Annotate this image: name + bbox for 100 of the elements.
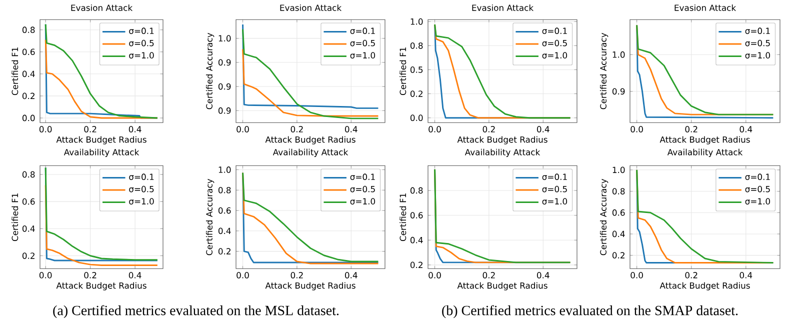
x-tick-label: 0.4 bbox=[740, 126, 752, 133]
y-tick-label: 1.0 bbox=[612, 166, 625, 174]
x-tick-label: 0.0 bbox=[236, 272, 249, 279]
chart-title: Availability Attack bbox=[667, 148, 743, 158]
y-tick-label: 0.2 bbox=[218, 248, 230, 255]
x-axis-title: Attack Budget Radius bbox=[265, 282, 356, 291]
y-tick-label: 0.8 bbox=[22, 171, 35, 178]
y-tick-label: 0.8 bbox=[410, 42, 423, 49]
legend-label: σ=0.1 bbox=[745, 174, 770, 180]
legend-label: σ=0.5 bbox=[129, 186, 154, 192]
x-tick-label: 0.2 bbox=[84, 272, 96, 279]
x-tick-label: 0.2 bbox=[685, 272, 698, 279]
legend-label: σ=0.1 bbox=[745, 28, 770, 34]
x-axis-title: Attack Budget Radius bbox=[265, 136, 356, 145]
y-tick-label: 0.9 bbox=[218, 84, 231, 90]
y-tick-label: 0.9 bbox=[218, 59, 231, 66]
legend-label: σ=0.5 bbox=[745, 186, 770, 192]
chart-title: Evasion Attack bbox=[674, 4, 736, 12]
y-tick-label: 0.4 bbox=[22, 226, 35, 232]
y-tick-label: 0.9 bbox=[612, 88, 625, 95]
x-tick-label: 0.2 bbox=[290, 126, 303, 133]
y-tick-label: 0.4 bbox=[410, 237, 423, 244]
legend-label: σ=1.0 bbox=[350, 198, 376, 205]
legend-label: σ=1.0 bbox=[542, 198, 568, 205]
chart-title: Evasion Attack bbox=[472, 4, 534, 12]
y-tick-label: 0.8 bbox=[410, 187, 423, 194]
legend-label: σ=0.1 bbox=[129, 28, 154, 34]
y-tick-label: 0.6 bbox=[218, 208, 231, 214]
y-axis-title: Certified Accuracy bbox=[600, 33, 608, 110]
x-tick-label: 0.4 bbox=[740, 272, 752, 279]
legend-label: σ=0.1 bbox=[350, 28, 375, 34]
x-tick-label: 0.4 bbox=[536, 126, 550, 133]
legend-label: σ=0.1 bbox=[542, 174, 567, 180]
y-tick-label: 0.0 bbox=[410, 114, 423, 122]
legend-label: σ=0.5 bbox=[350, 186, 375, 192]
y-tick-label: 0.2 bbox=[410, 262, 422, 268]
x-tick-label: 0.2 bbox=[685, 126, 698, 133]
x-tick-label: 0.2 bbox=[482, 126, 495, 133]
legend-label: σ=1.0 bbox=[129, 198, 154, 205]
y-axis-title: Certified F1 bbox=[400, 48, 406, 96]
text: (a) Certified metrics evaluated on the MSL dataset. bbox=[53, 305, 339, 318]
x-axis-title: Attack Budget Radius bbox=[56, 282, 146, 291]
legend-label: σ=1.0 bbox=[745, 198, 770, 205]
legend-label: σ=1.0 bbox=[129, 52, 154, 59]
y-tick-label: 0.4 bbox=[218, 228, 231, 234]
legend-label: σ=0.5 bbox=[350, 40, 375, 46]
legend-label: σ=0.1 bbox=[350, 174, 375, 180]
chart-title: Evasion Attack bbox=[71, 4, 133, 12]
chart-title: Availability Attack bbox=[464, 148, 540, 158]
x-tick-label: 0.2 bbox=[84, 126, 96, 133]
x-axis-title: Attack Budget Radius bbox=[660, 136, 750, 145]
x-tick-label: 0.0 bbox=[39, 272, 52, 279]
legend-label: σ=0.5 bbox=[542, 186, 567, 192]
chart-title: Availability Attack bbox=[272, 148, 348, 158]
chart-title: Availability Attack bbox=[64, 148, 140, 158]
legend-label: σ=0.5 bbox=[542, 40, 567, 46]
x-tick-label: 0.4 bbox=[128, 126, 142, 133]
y-tick-label: 0.9 bbox=[218, 108, 231, 114]
y-tick-label: 0.6 bbox=[22, 198, 35, 205]
y-axis-title: Certified Accuracy bbox=[206, 179, 214, 256]
y-axis-title: Certified F1 bbox=[12, 48, 18, 96]
x-axis-title: Attack Budget Radius bbox=[660, 282, 750, 291]
y-tick-label: 1.0 bbox=[218, 35, 231, 42]
y-tick-label: 0.6 bbox=[410, 212, 423, 219]
y-tick-label: 0.2 bbox=[22, 92, 34, 100]
x-tick-label: 0.4 bbox=[128, 272, 142, 279]
x-tick-label: 0.0 bbox=[630, 126, 643, 133]
x-axis-title: Attack Budget Radius bbox=[457, 136, 548, 145]
y-axis-title: Certified Accuracy bbox=[600, 179, 608, 256]
legend-label: σ=1.0 bbox=[350, 52, 376, 59]
y-tick-label: 0.4 bbox=[22, 70, 35, 78]
x-tick-label: 0.2 bbox=[290, 272, 303, 279]
chart-title: Evasion Attack bbox=[280, 4, 342, 12]
legend-label: σ=1.0 bbox=[745, 52, 770, 59]
legend-label: σ=1.0 bbox=[542, 52, 568, 59]
y-tick-label: 0.5 bbox=[410, 66, 423, 74]
x-tick-label: 0.4 bbox=[344, 126, 358, 133]
x-tick-label: 0.0 bbox=[428, 272, 441, 279]
y-tick-label: 1.0 bbox=[410, 18, 423, 25]
y-tick-label: 0.8 bbox=[22, 26, 35, 34]
y-tick-label: 1.0 bbox=[218, 166, 231, 174]
text: (b) Certified metrics evaluated on the SMAP dataset. bbox=[442, 305, 738, 318]
y-tick-label: 0.2 bbox=[22, 252, 34, 260]
x-tick-label: 0.4 bbox=[536, 272, 550, 279]
y-tick-label: 0.8 bbox=[612, 188, 625, 195]
y-tick-label: 0.2 bbox=[612, 252, 624, 259]
y-tick-label: 0.2 bbox=[410, 90, 422, 98]
y-tick-label: 1.0 bbox=[612, 52, 625, 58]
x-axis-title: Attack Budget Radius bbox=[56, 136, 146, 145]
legend-label: σ=0.5 bbox=[745, 40, 770, 46]
x-tick-label: 0.4 bbox=[344, 272, 358, 279]
y-tick-label: 0.4 bbox=[612, 230, 625, 238]
x-tick-label: 0.0 bbox=[39, 126, 52, 133]
y-tick-label: 0.6 bbox=[612, 210, 625, 216]
x-tick-label: 0.2 bbox=[482, 272, 495, 279]
y-axis-title: Certified F1 bbox=[12, 194, 18, 242]
x-tick-label: 0.0 bbox=[236, 126, 249, 133]
x-tick-label: 0.0 bbox=[630, 272, 643, 279]
legend-label: σ=0.1 bbox=[129, 174, 154, 180]
y-tick-label: 0.6 bbox=[22, 48, 35, 56]
